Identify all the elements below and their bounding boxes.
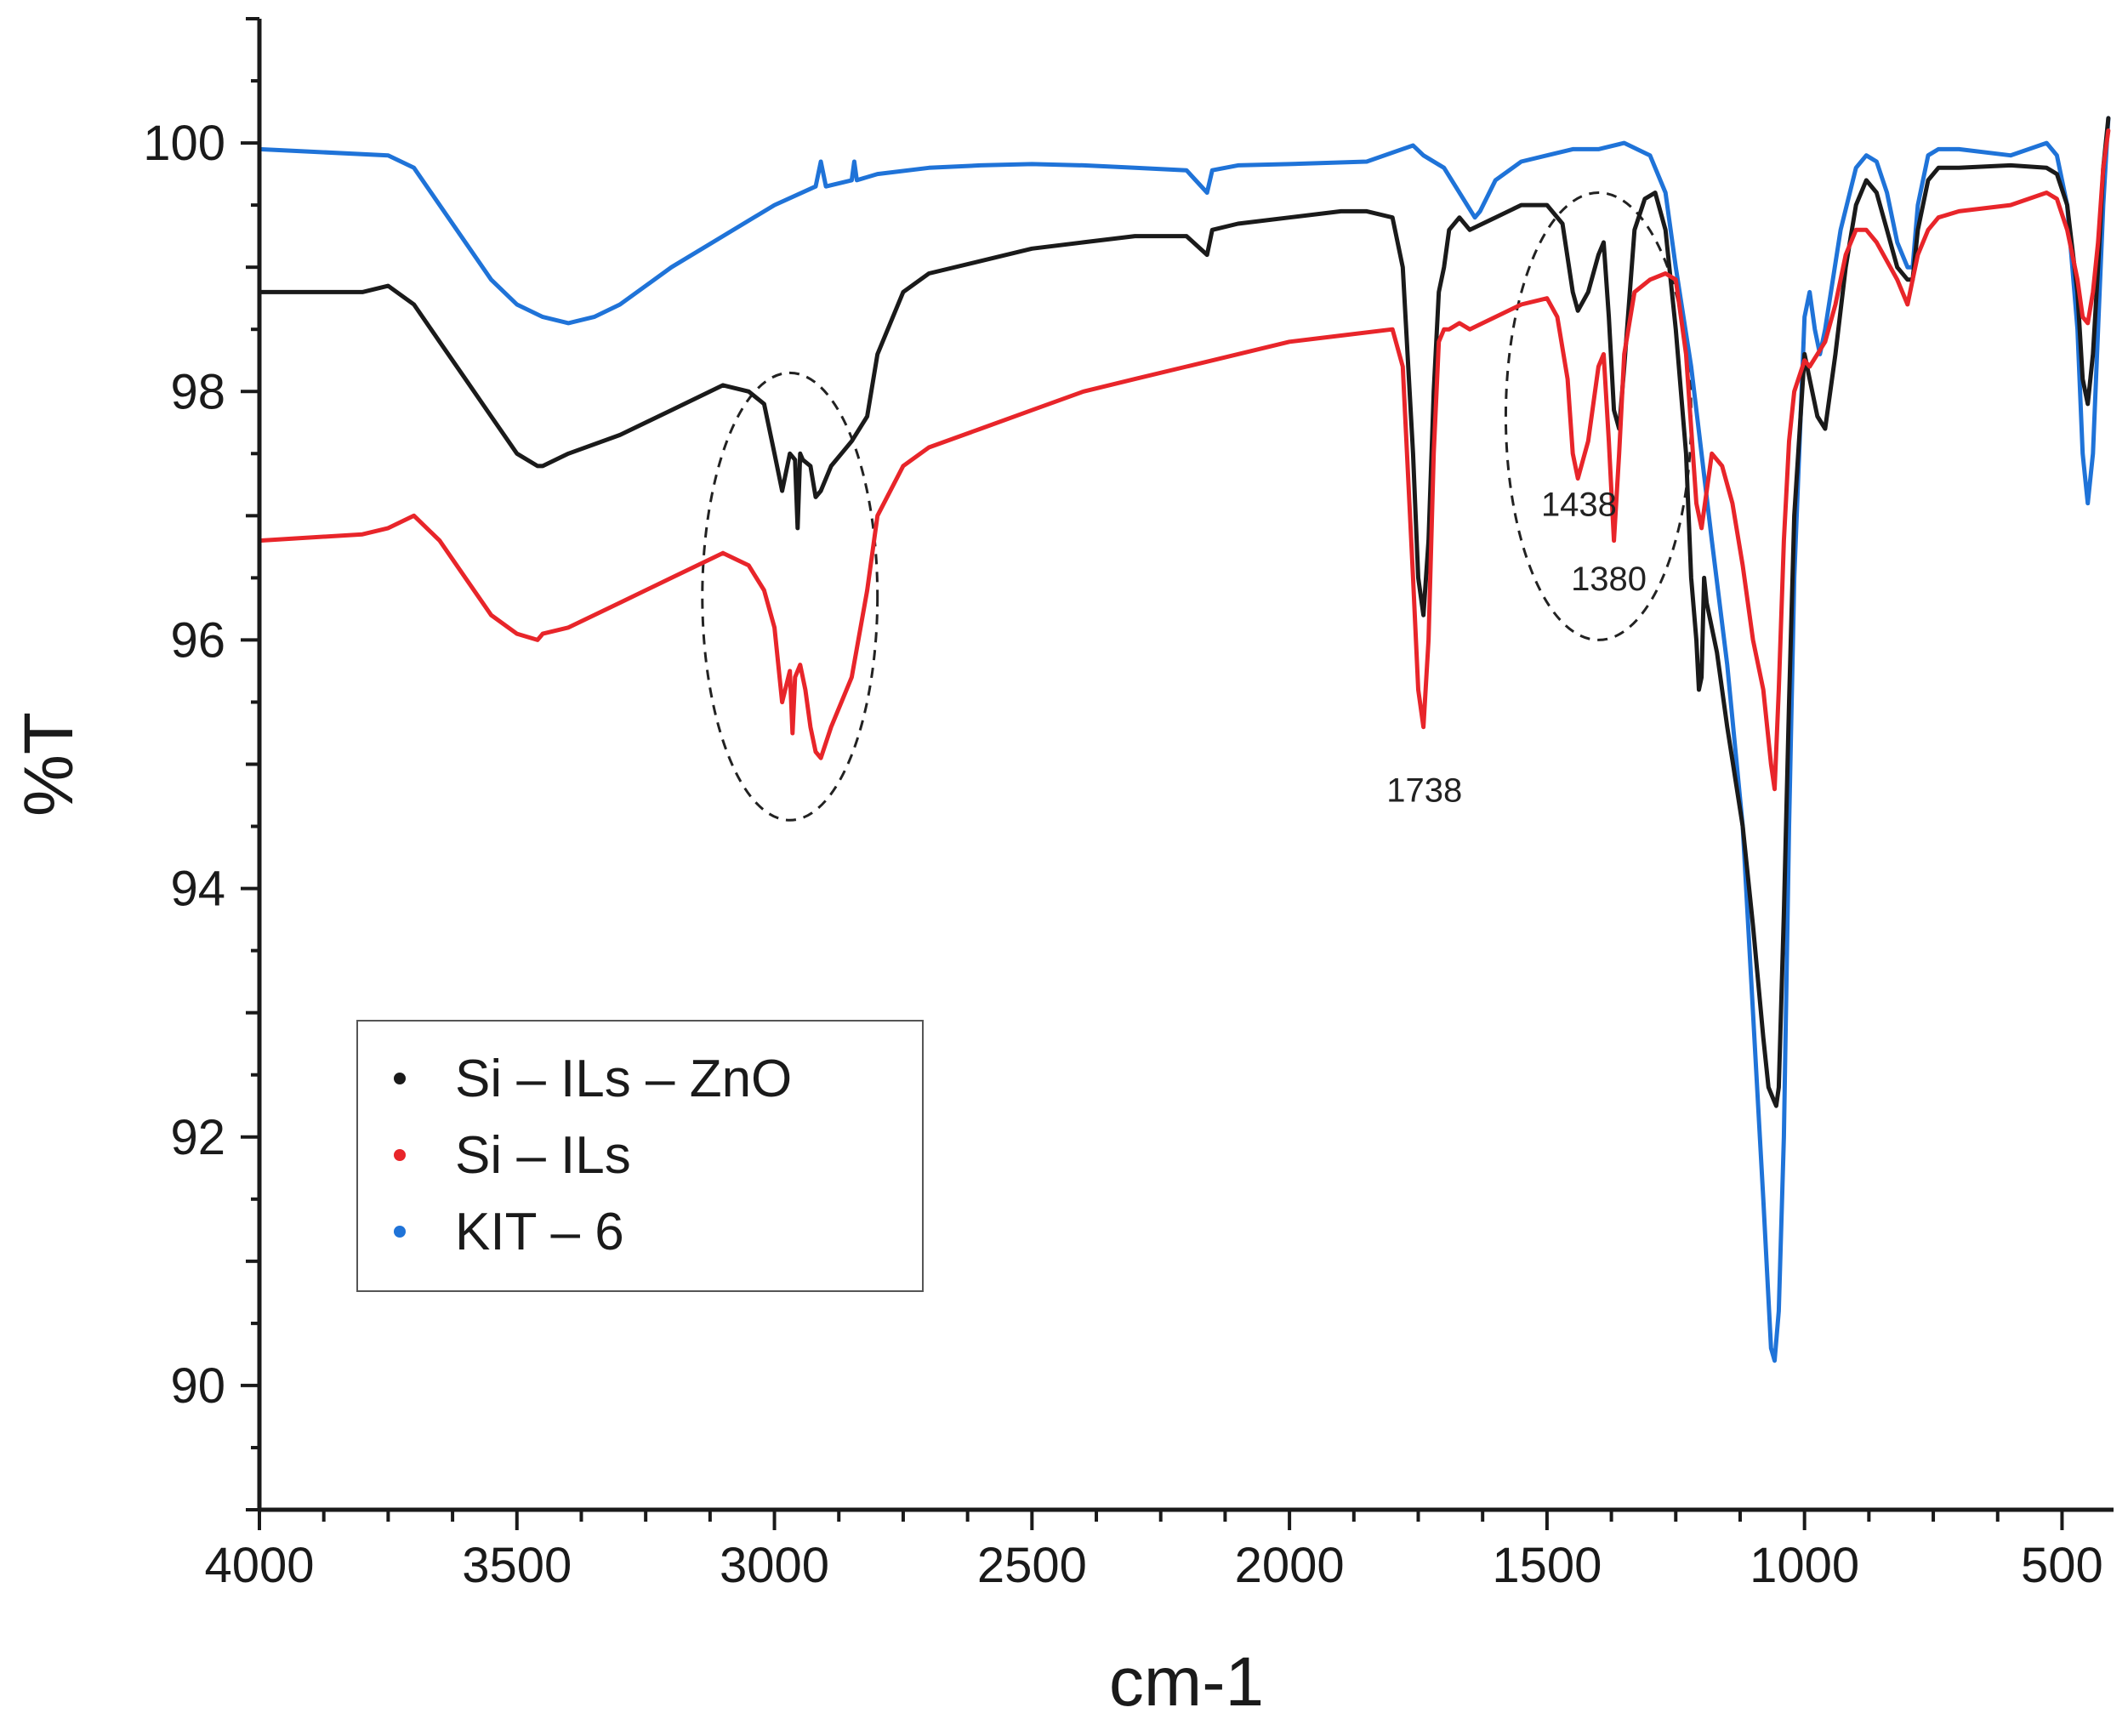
y-tick-label: 94 — [170, 862, 225, 917]
legend-marker — [394, 1149, 406, 1161]
y-tick-label: 90 — [170, 1358, 225, 1414]
legend: Si – ILs – ZnO Si – ILs KIT – 6 — [356, 1020, 924, 1292]
y-tick-label: 98 — [170, 364, 225, 419]
x-tick-label: 4000 — [204, 1538, 314, 1593]
x-tick-label: 3500 — [462, 1538, 572, 1593]
legend-label: KIT – 6 — [455, 1203, 624, 1261]
y-tick-label: 92 — [170, 1110, 225, 1165]
y-tick-label: 96 — [170, 612, 225, 668]
x-tick-label: 2000 — [1235, 1538, 1345, 1593]
legend-label: Si – ILs — [455, 1126, 631, 1185]
legend-label: Si – ILs – ZnO — [455, 1050, 792, 1108]
x-tick-label: 3000 — [720, 1538, 829, 1593]
x-tick-label: 500 — [2021, 1538, 2103, 1593]
y-axis-ticks: 90 92 94 96 98 100 — [143, 17, 259, 1511]
axes: 4000 3500 3000 2500 2000 1500 1000 500 90 92 94 96… — [143, 17, 2114, 1593]
x-axis-ticks: 4000 3500 3000 2500 2000 1500 1000 500 — [204, 1510, 2103, 1593]
y-tick-label: 100 — [143, 116, 225, 171]
highlight-ellipse — [701, 371, 879, 822]
x-tick-label: 1500 — [1492, 1538, 1602, 1593]
peak-label: 1738 — [1386, 771, 1462, 809]
series-line-si-ils-zno — [257, 116, 2111, 1108]
peak-label: 1380 — [1571, 561, 1647, 598]
x-tick-label: 1000 — [1750, 1538, 1859, 1593]
x-axis-title: cm-1 — [1109, 1643, 1264, 1721]
peak-annotations: 1738 1438 1380 — [1386, 486, 1647, 809]
x-tick-label: 2500 — [977, 1538, 1087, 1593]
series-layer — [257, 116, 2111, 1363]
legend-items: Si – ILs – ZnO Si – ILs KIT – 6 — [394, 1050, 792, 1261]
series-line-kit-6 — [257, 116, 2111, 1363]
y-axis-title: %T — [10, 712, 88, 817]
legend-marker — [394, 1226, 406, 1238]
series-line-si-ils — [257, 128, 2111, 792]
peak-label: 1438 — [1541, 486, 1617, 523]
legend-box — [356, 1020, 924, 1292]
legend-marker — [394, 1073, 406, 1084]
